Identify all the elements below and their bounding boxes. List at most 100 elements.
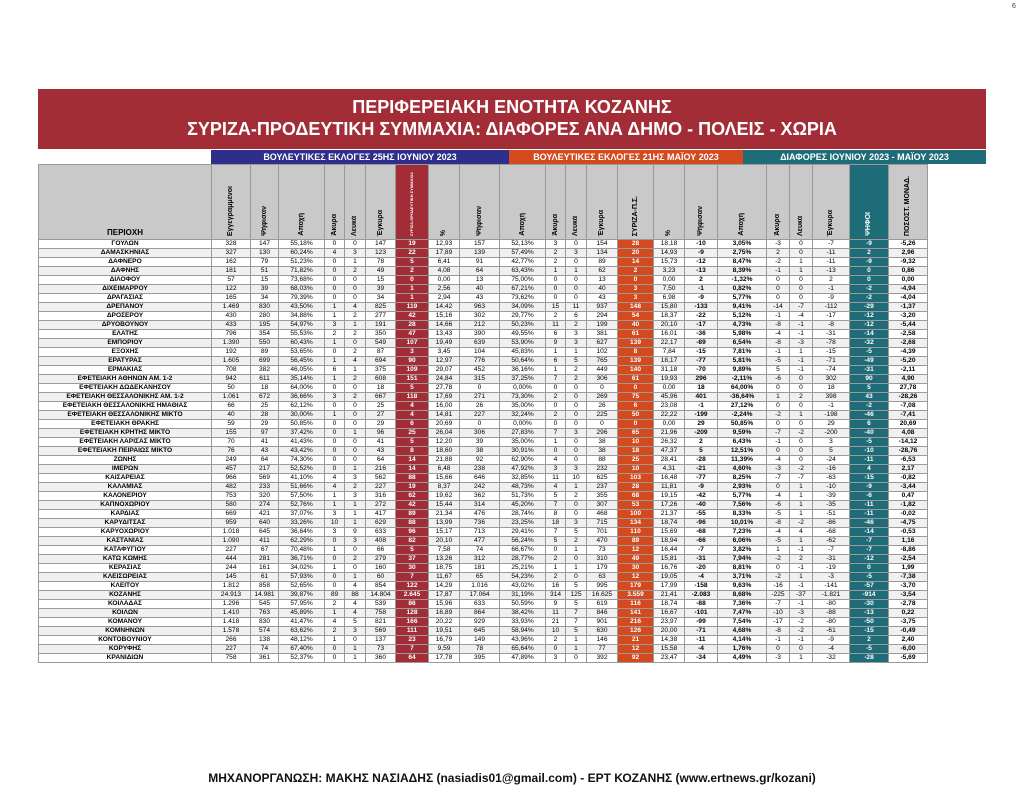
value-cell: 50,59%	[499, 599, 546, 609]
value-cell: 1	[565, 563, 587, 573]
value-cell: 139	[459, 248, 500, 258]
footer-credits: ΜΗΧΑΝΟΡΓΑΝΩΣΗ: ΜΑΚΗΣ ΝΑΣΙΑΔΗΣ (nasiadis0…	[208, 771, 816, 785]
table-row: ΕΡΜΑΚΙΑΣ 708 382 46,05% 6 1 375 109 29,07 452 36,1…	[38, 365, 928, 375]
value-cell: 0	[565, 509, 587, 519]
value-cell: -80	[812, 617, 850, 627]
value-cell: 1.418	[211, 617, 251, 627]
value-cell: -1	[766, 266, 790, 276]
value-cell: 6	[849, 419, 889, 429]
value-cell: 266	[211, 635, 251, 645]
value-cell: 0	[565, 500, 587, 510]
value-cell: 9,59	[428, 644, 460, 654]
value-cell: 15,80	[653, 302, 685, 312]
value-cell: 109	[395, 365, 429, 375]
value-cell: 0	[545, 446, 566, 456]
value-cell: 20,69	[428, 419, 460, 429]
value-cell: -70	[684, 365, 718, 375]
value-cell: 830	[250, 302, 279, 312]
value-cell: -1,37	[888, 302, 928, 312]
value-cell: 22,17	[653, 338, 685, 348]
value-cell: -200	[812, 428, 850, 438]
value-cell: 2,56	[428, 284, 460, 294]
value-cell: -1	[789, 581, 813, 591]
value-cell: 0	[766, 401, 790, 411]
value-cell: 1	[395, 293, 429, 303]
value-cell: 854	[365, 581, 396, 591]
value-cell: 1	[324, 410, 345, 420]
value-cell: -7	[849, 545, 889, 555]
value-cell: 15,17	[428, 527, 460, 537]
value-cell: -24	[812, 455, 850, 465]
value-cell: 3	[545, 653, 566, 663]
value-cell: -5	[766, 509, 790, 519]
table-row: ΔΑΜΑΣΚΗΝΙΑΣ 327 130 60,24% 4 3 123 22 17,89 139 57…	[38, 248, 928, 258]
value-cell: 9,63%	[717, 581, 767, 591]
value-cell: 2	[766, 248, 790, 258]
value-cell: 0	[565, 554, 587, 564]
value-cell: 6,06%	[717, 536, 767, 546]
value-cell: -36	[684, 329, 718, 339]
value-cell: 0	[545, 284, 566, 294]
value-cell: -88	[684, 599, 718, 609]
value-cell: 5	[344, 617, 366, 627]
value-cell: 18,94	[653, 536, 685, 546]
value-cell: 776	[459, 356, 500, 366]
value-cell: 126	[617, 626, 654, 636]
value-cell: 74	[459, 545, 500, 555]
value-cell: -2	[766, 410, 790, 420]
value-cell: 77	[586, 644, 618, 654]
value-cell: -3	[789, 338, 813, 348]
value-cell: 27,78	[428, 383, 460, 393]
value-cell: 74,30%	[278, 455, 325, 465]
value-cell: -9,32	[888, 257, 928, 267]
value-cell: 2	[565, 536, 587, 546]
table-row: ΚΑΡΥΟΧΩΡΙΟΥ 1.018 645 36,64% 3 9 633 96 15,17 713…	[38, 527, 928, 537]
value-cell: 15	[250, 275, 279, 285]
value-cell: 149	[459, 635, 500, 645]
value-cell: -89	[684, 338, 718, 348]
value-cell: 37	[395, 554, 429, 564]
value-cell: 6	[545, 329, 566, 339]
value-cell: 1	[344, 653, 366, 663]
value-cell: -2,68	[888, 338, 928, 348]
value-cell: 4	[324, 248, 345, 258]
value-cell: -6	[766, 500, 790, 510]
value-cell: -29	[849, 302, 889, 312]
value-cell: 18,37	[653, 311, 685, 321]
value-cell: 73,62%	[499, 293, 546, 303]
value-cell: -9	[684, 482, 718, 492]
area-name-cell: ΕΦΕΤΕΙΑΚΗ ΘΕΣΣΑΛΟΝΙΚΗΣ ΑΜ. 1-2	[38, 392, 212, 402]
value-cell: -5	[849, 644, 889, 654]
value-cell: 160	[365, 563, 396, 573]
value-cell: 29,07	[428, 365, 460, 375]
value-cell: 161	[250, 563, 279, 573]
value-cell: 34,88%	[278, 311, 325, 321]
value-cell: -49	[849, 356, 889, 366]
value-cell: 1	[324, 374, 345, 384]
value-cell: -31	[812, 329, 850, 339]
page-subtitle: ΣΥΡΙΖΑ-ΠΡΟΔΕΥΤΙΚΗ ΣΥΜΜΑΧΙΑ: ΔΙΑΦΟΡΕΣ ΑΝΑ…	[187, 119, 837, 139]
value-cell: 1	[565, 266, 587, 276]
value-cell: 0,00	[653, 383, 685, 393]
value-cell: 4	[395, 401, 429, 411]
value-cell: 139	[617, 356, 654, 366]
value-cell: 20,10	[428, 536, 460, 546]
value-cell: 64	[395, 653, 429, 663]
value-cell: 73,30%	[499, 392, 546, 402]
value-cell: 0	[545, 644, 566, 654]
value-cell: 2	[344, 482, 366, 492]
value-cell: 64,00%	[717, 383, 767, 393]
value-cell: -28,26	[888, 392, 928, 402]
value-cell: -62	[812, 536, 850, 546]
value-cell: -28	[684, 455, 718, 465]
value-cell: 0	[344, 239, 366, 249]
value-cell: -71	[812, 356, 850, 366]
results-table: ΠΕΡΙΟΧΗ Εγγεγραμμένοι Ψήφισαν Αποχή Άκυρα Λευ…	[38, 164, 928, 663]
value-cell: 2	[545, 311, 566, 321]
value-cell: 14	[617, 257, 654, 267]
value-cell: 130	[250, 248, 279, 258]
value-cell: -88	[812, 608, 850, 618]
table-row: ΚΛΕΙΤΟΥ 1.812 858 52,65% 0 4 854 122 14,29 1.016 4…	[38, 581, 928, 591]
value-cell: 2,96	[888, 248, 928, 258]
value-cell: -4,39	[888, 347, 928, 357]
